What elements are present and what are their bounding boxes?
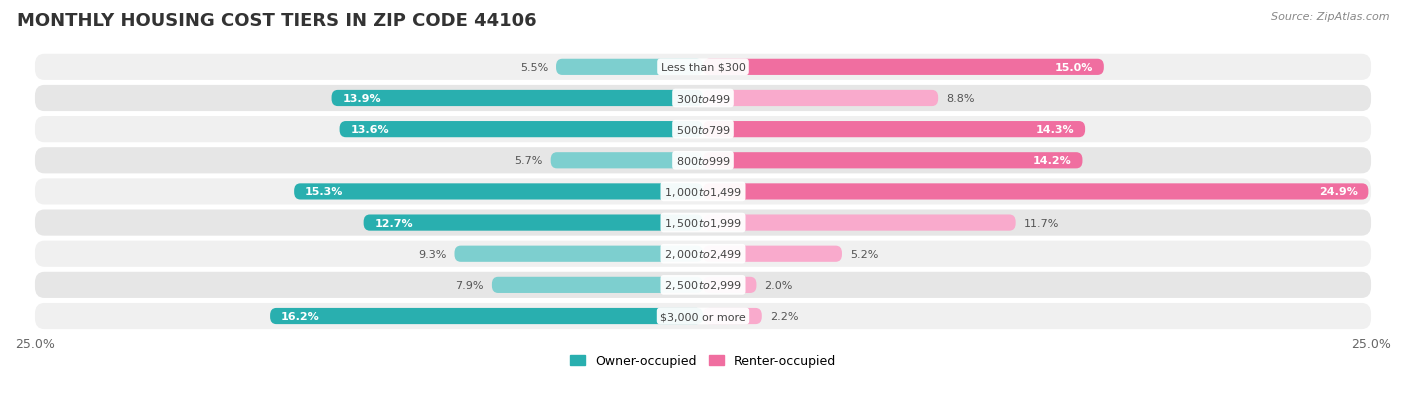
FancyBboxPatch shape [364,215,703,231]
FancyBboxPatch shape [35,148,1371,174]
FancyBboxPatch shape [703,184,1368,200]
FancyBboxPatch shape [35,241,1371,267]
Text: 15.3%: 15.3% [305,187,343,197]
Text: MONTHLY HOUSING COST TIERS IN ZIP CODE 44106: MONTHLY HOUSING COST TIERS IN ZIP CODE 4… [17,12,537,30]
FancyBboxPatch shape [340,122,703,138]
Text: 8.8%: 8.8% [946,94,974,104]
Text: 13.6%: 13.6% [350,125,389,135]
Text: Source: ZipAtlas.com: Source: ZipAtlas.com [1271,12,1389,22]
FancyBboxPatch shape [35,272,1371,298]
Text: $3,000 or more: $3,000 or more [661,311,745,321]
Text: 14.3%: 14.3% [1036,125,1074,135]
Text: 9.3%: 9.3% [418,249,447,259]
Text: 11.7%: 11.7% [1024,218,1059,228]
FancyBboxPatch shape [35,55,1371,81]
FancyBboxPatch shape [35,210,1371,236]
FancyBboxPatch shape [294,184,703,200]
FancyBboxPatch shape [703,246,842,262]
Text: $2,000 to $2,499: $2,000 to $2,499 [664,248,742,261]
Text: $2,500 to $2,999: $2,500 to $2,999 [664,279,742,292]
Text: 14.2%: 14.2% [1033,156,1071,166]
Text: $1,500 to $1,999: $1,500 to $1,999 [664,216,742,230]
Text: 5.5%: 5.5% [520,63,548,73]
FancyBboxPatch shape [703,122,1085,138]
Text: 5.7%: 5.7% [515,156,543,166]
FancyBboxPatch shape [703,277,756,293]
FancyBboxPatch shape [270,308,703,324]
Legend: Owner-occupied, Renter-occupied: Owner-occupied, Renter-occupied [569,354,837,368]
FancyBboxPatch shape [551,153,703,169]
Text: 5.2%: 5.2% [851,249,879,259]
Text: $300 to $499: $300 to $499 [675,93,731,105]
FancyBboxPatch shape [35,303,1371,329]
FancyBboxPatch shape [703,91,938,107]
FancyBboxPatch shape [35,85,1371,112]
Text: Less than $300: Less than $300 [661,63,745,73]
FancyBboxPatch shape [332,91,703,107]
Text: $800 to $999: $800 to $999 [675,155,731,167]
Text: 15.0%: 15.0% [1054,63,1092,73]
Text: $1,000 to $1,499: $1,000 to $1,499 [664,185,742,198]
FancyBboxPatch shape [703,59,1104,76]
FancyBboxPatch shape [555,59,703,76]
Text: 7.9%: 7.9% [456,280,484,290]
FancyBboxPatch shape [703,153,1083,169]
Text: 12.7%: 12.7% [374,218,413,228]
FancyBboxPatch shape [703,308,762,324]
Text: 16.2%: 16.2% [281,311,319,321]
Text: 13.9%: 13.9% [342,94,381,104]
Text: 2.0%: 2.0% [765,280,793,290]
FancyBboxPatch shape [492,277,703,293]
FancyBboxPatch shape [35,117,1371,143]
FancyBboxPatch shape [454,246,703,262]
FancyBboxPatch shape [703,215,1015,231]
FancyBboxPatch shape [35,179,1371,205]
Text: 24.9%: 24.9% [1319,187,1358,197]
Text: $500 to $799: $500 to $799 [675,124,731,136]
Text: 2.2%: 2.2% [770,311,799,321]
